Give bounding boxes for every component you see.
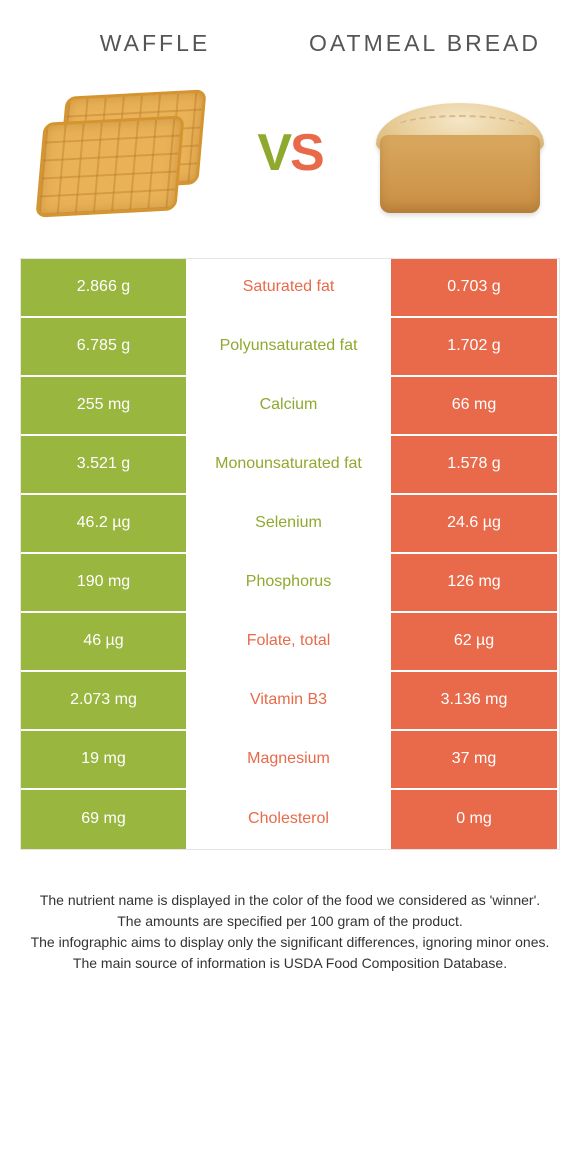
left-value: 69 mg	[21, 790, 186, 849]
table-row: 46 µgFolate, total62 µg	[21, 613, 559, 672]
table-row: 2.073 mgVitamin B33.136 mg	[21, 672, 559, 731]
left-value: 46 µg	[21, 613, 186, 670]
table-row: 2.866 gSaturated fat0.703 g	[21, 259, 559, 318]
right-value: 66 mg	[391, 377, 557, 434]
left-value: 46.2 µg	[21, 495, 186, 552]
vs-badge: VS	[257, 123, 322, 183]
table-row: 46.2 µgSelenium24.6 µg	[21, 495, 559, 554]
left-value: 3.521 g	[21, 436, 186, 493]
footnote-line: The main source of information is USDA F…	[30, 953, 550, 974]
nutrient-name: Vitamin B3	[186, 672, 391, 729]
table-row: 6.785 gPolyunsaturated fat1.702 g	[21, 318, 559, 377]
nutrient-table: 2.866 gSaturated fat0.703 g6.785 gPolyun…	[20, 258, 560, 850]
nutrient-name: Magnesium	[186, 731, 391, 788]
nutrient-name: Saturated fat	[186, 259, 391, 316]
right-value: 3.136 mg	[391, 672, 557, 729]
left-value: 6.785 g	[21, 318, 186, 375]
left-value: 2.073 mg	[21, 672, 186, 729]
table-row: 190 mgPhosphorus126 mg	[21, 554, 559, 613]
table-row: 3.521 gMonounsaturated fat1.578 g	[21, 436, 559, 495]
right-value: 0 mg	[391, 790, 557, 849]
right-food-title: Oatmeal bread	[290, 30, 560, 56]
bread-icon	[370, 93, 550, 213]
waffle-icon	[40, 93, 200, 213]
left-food-title: Waffle	[20, 30, 290, 58]
left-value: 19 mg	[21, 731, 186, 788]
nutrient-name: Cholesterol	[186, 790, 391, 849]
table-row: 69 mgCholesterol0 mg	[21, 790, 559, 849]
right-value: 37 mg	[391, 731, 557, 788]
right-value: 62 µg	[391, 613, 557, 670]
left-value: 255 mg	[21, 377, 186, 434]
nutrient-name: Selenium	[186, 495, 391, 552]
nutrient-name: Folate, total	[186, 613, 391, 670]
header-titles: Waffle Oatmeal bread	[20, 30, 560, 58]
vs-v-letter: V	[257, 123, 290, 183]
images-row: VS	[20, 73, 560, 233]
footnotes: The nutrient name is displayed in the co…	[20, 890, 560, 974]
left-value: 190 mg	[21, 554, 186, 611]
vs-s-letter: S	[290, 123, 323, 183]
table-row: 255 mgCalcium66 mg	[21, 377, 559, 436]
right-value: 126 mg	[391, 554, 557, 611]
right-value: 0.703 g	[391, 259, 557, 316]
right-value: 1.578 g	[391, 436, 557, 493]
right-value: 1.702 g	[391, 318, 557, 375]
bread-image	[360, 83, 560, 223]
table-row: 19 mgMagnesium37 mg	[21, 731, 559, 790]
nutrient-name: Calcium	[186, 377, 391, 434]
nutrient-name: Monounsaturated fat	[186, 436, 391, 493]
nutrient-name: Phosphorus	[186, 554, 391, 611]
nutrient-name: Polyunsaturated fat	[186, 318, 391, 375]
footnote-line: The infographic aims to display only the…	[30, 932, 550, 953]
waffle-image	[20, 83, 220, 223]
footnote-line: The nutrient name is displayed in the co…	[30, 890, 550, 911]
left-value: 2.866 g	[21, 259, 186, 316]
footnote-line: The amounts are specified per 100 gram o…	[30, 911, 550, 932]
right-value: 24.6 µg	[391, 495, 557, 552]
